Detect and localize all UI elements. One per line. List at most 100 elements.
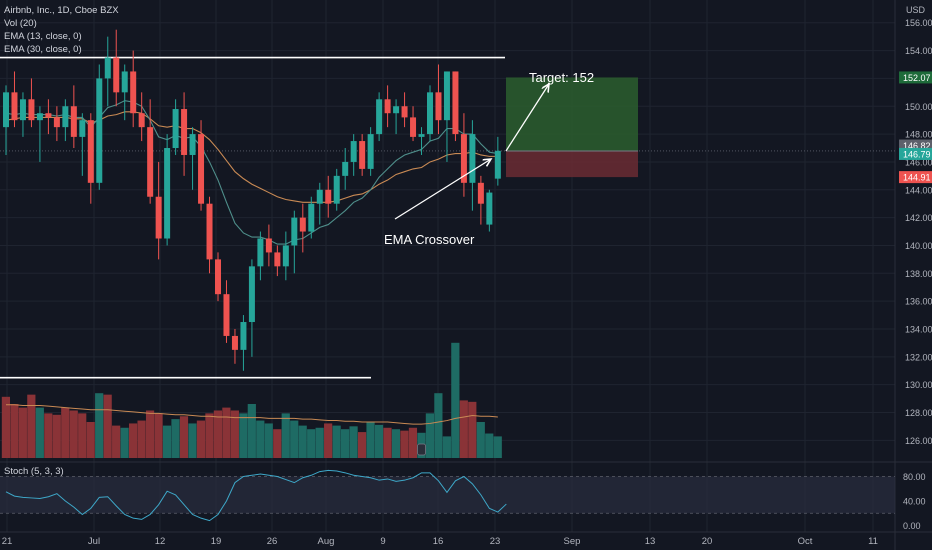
volume-bar <box>162 425 172 458</box>
volume-bar <box>103 394 112 458</box>
target-label: Target: 152 <box>529 70 594 85</box>
vol-indicator-label[interactable]: Vol (20) <box>4 18 37 29</box>
candle-body <box>494 150 501 179</box>
candle-body <box>215 259 221 295</box>
volume-bar <box>44 413 53 458</box>
volume-bar <box>196 420 206 458</box>
volume-bar <box>391 429 401 458</box>
candle-body <box>164 148 171 239</box>
candle-body <box>223 294 230 336</box>
time-tick-label: Aug <box>318 536 335 547</box>
price-tick-label: 144.00 <box>905 185 932 195</box>
candle-body <box>376 99 383 135</box>
price-badge-label: 144.91 <box>903 173 931 183</box>
price-tick-label: 136.00 <box>905 297 932 307</box>
volume-bar <box>476 422 485 458</box>
volume-bar <box>61 407 70 458</box>
volume-bar <box>230 410 239 458</box>
candle-body <box>418 134 425 137</box>
price-tick-label: 146.00 <box>905 157 932 167</box>
volume-bar <box>137 420 146 458</box>
time-tick-label: 13 <box>645 536 656 547</box>
time-tick-label: 16 <box>433 536 444 547</box>
currency-label: USD <box>906 5 926 15</box>
volume-bar <box>298 425 307 458</box>
candle-body <box>282 245 289 267</box>
price-badge-label: 146.82 <box>903 141 931 151</box>
volume-bar <box>425 413 434 458</box>
candle-body <box>79 120 86 137</box>
stoch-tick-label: 80.00 <box>903 472 926 482</box>
candle-body <box>240 322 247 350</box>
candle-body <box>155 196 162 239</box>
time-tick-label: 23 <box>490 536 501 547</box>
time-tick-label: 20 <box>702 536 713 547</box>
price-axis[interactable]: USD 126.00 128.00 130.00 132.00 134.00 136.00 1… <box>899 5 932 531</box>
candle-body <box>257 238 264 267</box>
candle-body <box>299 217 306 232</box>
volume-bar <box>341 429 350 458</box>
volume-bar <box>129 423 138 458</box>
candle-body <box>121 71 128 93</box>
price-tick-label: 142.00 <box>905 213 932 223</box>
candle-body <box>96 78 103 183</box>
stoch-line <box>5 469 507 522</box>
price-tick-label: 138.00 <box>905 269 932 279</box>
time-tick-label: 21 <box>2 536 13 547</box>
candle-body <box>53 117 60 128</box>
time-tick-label: 9 <box>380 536 385 547</box>
candle-body <box>198 134 205 204</box>
candle-body <box>325 189 332 204</box>
candle-body <box>206 203 213 260</box>
candle-body <box>486 192 493 225</box>
volume-bar <box>366 422 375 458</box>
time-tick-label: Jul <box>88 536 100 547</box>
volume-bar <box>264 423 273 458</box>
volume-bar <box>400 430 409 458</box>
price-tick-label: 126.00 <box>905 436 932 446</box>
crossover-arrow <box>394 159 491 220</box>
volume-bar <box>459 400 468 458</box>
volume-bar <box>86 422 95 458</box>
candle-body <box>384 99 391 114</box>
candle-body <box>138 113 145 128</box>
candle-body <box>36 113 43 121</box>
candle-body <box>435 92 442 121</box>
risk-reward-zones <box>0 77 895 178</box>
candle-body <box>265 238 272 253</box>
time-tick-label: 11 <box>868 536 878 547</box>
candle-body <box>28 99 35 121</box>
candle-body <box>70 106 77 137</box>
price-badge <box>899 71 932 84</box>
volume-bar <box>1 396 10 458</box>
annotations: Target: 152 EMA Crossover <box>384 70 594 247</box>
ema13-indicator-label[interactable]: EMA (13, close, 0) <box>4 31 82 42</box>
volume-bar <box>171 419 180 458</box>
volume-bar <box>95 393 104 458</box>
volume-bar <box>468 401 477 458</box>
candle-body <box>189 134 196 155</box>
candle-body <box>342 161 349 176</box>
candle-body <box>274 252 281 267</box>
volume-bar <box>18 407 27 458</box>
volume-bar <box>188 423 197 458</box>
volume-bar <box>485 433 494 458</box>
price-tick-label: 156.00 <box>905 18 932 28</box>
candle-body <box>316 189 323 204</box>
stoch-tick-label: 0.00 <box>903 521 921 531</box>
time-axis[interactable]: 21 Jul 12 19 26 Aug 9 16 23 Sep 13 20 Oct 11 <box>0 531 932 547</box>
volume-bar <box>35 407 44 458</box>
target-zone <box>506 77 638 151</box>
crossover-label: EMA Crossover <box>384 232 475 247</box>
volume-bar <box>247 404 256 458</box>
volume-bar <box>52 414 61 458</box>
volume-bar <box>290 420 299 458</box>
candle-body <box>181 109 188 155</box>
stoch-band <box>0 476 895 514</box>
ema30-indicator-label[interactable]: EMA (30, close, 0) <box>4 44 82 55</box>
time-tick-label: 19 <box>211 536 222 547</box>
candle-body <box>130 71 137 114</box>
symbol-title[interactable]: Airbnb, Inc., 1D, Cboe BZX <box>4 5 119 16</box>
